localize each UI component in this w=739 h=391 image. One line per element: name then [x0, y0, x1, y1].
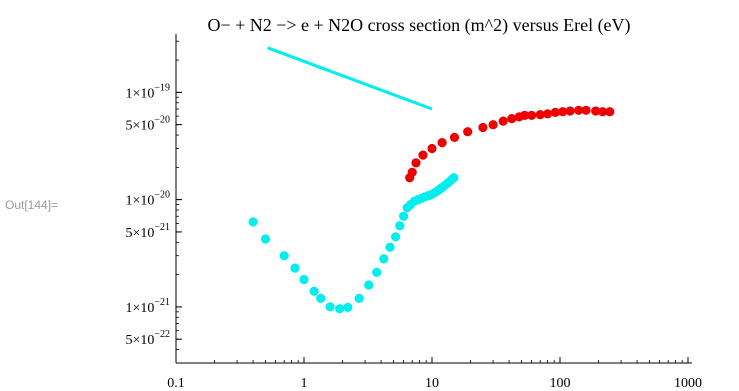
data-point: [543, 109, 553, 119]
data-point: [364, 280, 374, 290]
data-marks: [248, 46, 615, 314]
data-point: [591, 106, 601, 116]
data-point: [407, 167, 417, 177]
data-point: [316, 293, 326, 303]
data-point: [395, 221, 405, 231]
data-point: [411, 158, 421, 168]
y-tick-label: 1×10−21: [125, 297, 170, 316]
data-point: [354, 293, 364, 303]
x-tick-label: 1: [301, 376, 308, 391]
y-tick-label: 5×10−21: [125, 222, 170, 241]
y-tick-label: 5×10−20: [125, 115, 170, 134]
data-point: [427, 143, 437, 154]
data-point: [391, 232, 401, 242]
data-point: [335, 304, 345, 314]
data-point: [550, 107, 561, 117]
data-point: [558, 107, 568, 117]
data-point: [449, 132, 460, 142]
axes: [175, 34, 692, 364]
x-tick-label: 100: [550, 376, 571, 391]
data-point: [399, 211, 409, 221]
data-point: [299, 274, 309, 285]
data-point: [463, 127, 473, 137]
x-axis-ticks: 0.1 1 10 100 1000: [167, 357, 702, 391]
y-axis-ticks: 5×10−22 1×10−21 5×10−21 1×10−20 5×10−20 1×10−…: [125, 40, 182, 364]
data-point: [605, 107, 615, 117]
data-point: [437, 138, 447, 148]
data-point: [527, 110, 537, 120]
y-tick-label: 5×10−22: [125, 329, 170, 348]
chart-title: O− + N2 −> e + N2O cross section (m^2) v…: [207, 15, 630, 36]
series-line: [267, 46, 433, 111]
data-point: [498, 116, 508, 126]
data-point: [325, 302, 335, 312]
data-point: [279, 251, 289, 261]
data-point: [565, 106, 575, 116]
x-tick-label: 0.1: [167, 376, 185, 391]
data-point: [478, 122, 488, 133]
data-point: [372, 267, 382, 277]
x-tick-label: 1000: [674, 376, 702, 391]
x-tick-label: 10: [425, 376, 439, 391]
data-point: [520, 110, 530, 120]
data-point: [343, 302, 353, 312]
data-point: [248, 217, 258, 227]
data-point: [379, 254, 389, 264]
output-cell-label: Out[144]=: [5, 198, 58, 212]
y-tick-label: 1×10−20: [125, 190, 170, 209]
data-point: [290, 263, 300, 273]
data-point: [488, 120, 498, 130]
data-point: [574, 105, 584, 115]
data-point: [581, 105, 591, 115]
y-tick-label: 1×10−19: [125, 82, 170, 101]
data-point: [385, 242, 395, 252]
data-point: [260, 234, 271, 244]
data-point: [449, 173, 459, 183]
data-point: [598, 107, 608, 117]
data-point: [418, 150, 428, 160]
data-point: [535, 110, 545, 120]
data-point: [507, 114, 517, 124]
data-point: [309, 286, 319, 296]
